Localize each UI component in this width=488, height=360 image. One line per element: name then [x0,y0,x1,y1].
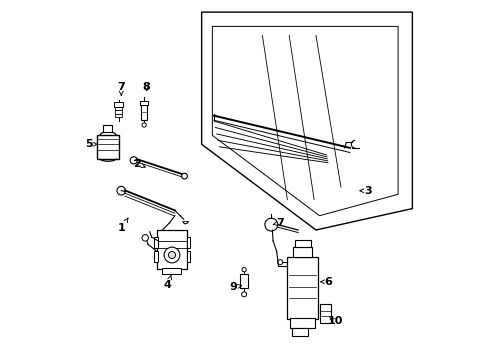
Bar [287,257,317,319]
Bar [290,318,315,328]
Bar [114,103,123,107]
Text: 7: 7 [117,82,125,95]
Bar [291,328,307,337]
Bar [320,304,330,323]
Bar [157,230,187,269]
Bar [240,274,247,288]
Circle shape [142,235,148,241]
Bar [154,237,157,248]
Bar [115,107,122,111]
Bar [162,268,181,274]
Text: 5: 5 [85,139,97,149]
Text: 1: 1 [117,218,128,233]
Bar [97,135,119,158]
Bar [103,125,112,132]
Circle shape [117,186,125,195]
Bar [115,114,122,117]
Circle shape [241,292,246,297]
Bar [154,251,157,262]
Circle shape [142,123,146,127]
Text: 9: 9 [229,282,241,292]
Bar [115,111,122,114]
Bar [186,237,190,248]
Text: 10: 10 [327,316,343,326]
Circle shape [168,251,175,258]
Text: 7: 7 [273,218,284,228]
Circle shape [164,247,180,263]
Text: 4: 4 [163,275,171,291]
Bar [141,105,147,120]
Text: 2: 2 [133,159,145,169]
Circle shape [264,218,277,231]
Bar [186,251,190,262]
Circle shape [277,260,282,265]
Text: 3: 3 [359,186,371,196]
Text: 6: 6 [320,277,332,287]
Circle shape [130,157,137,164]
Bar [294,240,310,247]
Text: 8: 8 [142,82,150,92]
Circle shape [181,173,187,179]
Circle shape [242,267,246,272]
Bar [292,247,312,257]
Bar [140,102,148,105]
